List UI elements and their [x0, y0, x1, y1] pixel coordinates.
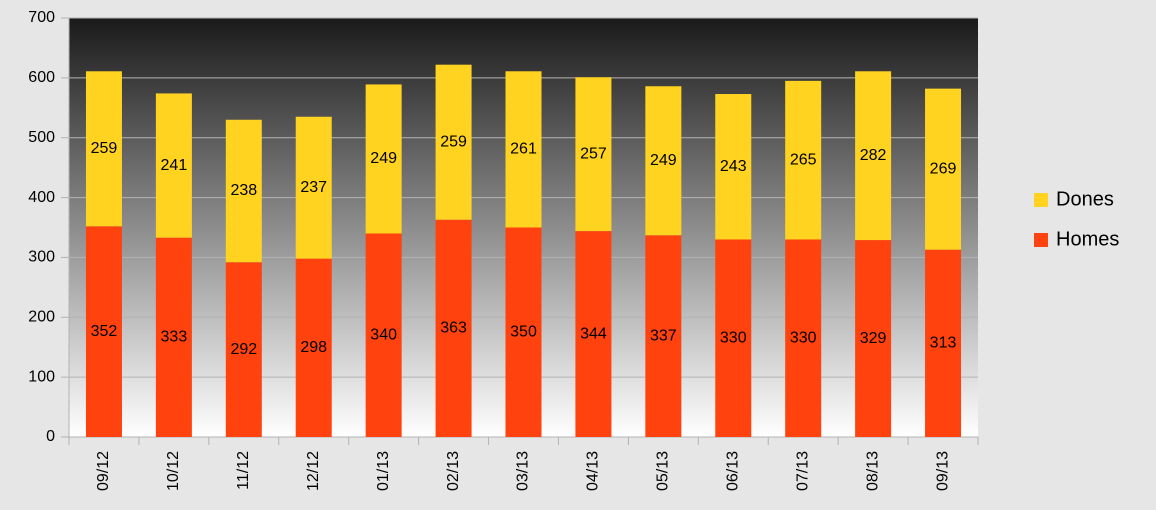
data-label: 241	[161, 157, 188, 174]
data-label: 337	[650, 327, 677, 344]
bar-segment	[295, 258, 332, 437]
bar-segment	[715, 239, 752, 437]
bar-segment	[785, 80, 822, 240]
data-label: 269	[930, 160, 957, 177]
data-label: 243	[720, 158, 747, 175]
data-label: 330	[790, 329, 817, 346]
bar-segment	[505, 71, 542, 228]
x-tick-label: 11/12	[235, 451, 252, 490]
data-label: 261	[510, 141, 537, 158]
bar-segment	[785, 239, 822, 437]
x-tick-label: 03/13	[515, 451, 532, 491]
data-label: 333	[161, 329, 188, 346]
y-tick-label: 100	[28, 368, 55, 385]
data-label: 344	[580, 325, 607, 342]
bar-segment	[225, 262, 262, 437]
x-tick-label: 09/12	[95, 451, 112, 491]
bar-segment	[645, 86, 682, 236]
data-label: 330	[720, 329, 747, 346]
y-tick-label: 0	[46, 428, 55, 445]
data-label: 259	[440, 133, 467, 150]
y-tick-label: 300	[28, 249, 55, 266]
y-tick-label: 700	[28, 9, 55, 26]
data-label: 313	[930, 335, 957, 352]
x-tick-label: 10/12	[165, 451, 182, 491]
x-tick-label: 08/13	[864, 451, 881, 491]
data-label: 257	[580, 145, 607, 162]
x-tick-label: 02/13	[445, 451, 462, 491]
x-tick-label: 06/13	[724, 451, 741, 491]
data-label: 249	[370, 150, 397, 167]
bar-segment	[855, 71, 892, 241]
legend-label: Dones	[1056, 188, 1114, 210]
data-label: 340	[370, 326, 397, 343]
bar-segment	[855, 240, 892, 437]
bar-segment	[575, 231, 612, 437]
bar-segment	[155, 237, 192, 437]
bar-segment	[85, 71, 122, 227]
x-tick-label: 09/13	[934, 451, 951, 491]
bar-segment	[575, 77, 612, 232]
legend-swatch	[1034, 233, 1048, 247]
bar-segment	[155, 93, 192, 238]
data-label: 329	[860, 330, 887, 347]
bar-segment	[225, 119, 262, 263]
bar-segment	[365, 233, 402, 437]
bar-segment	[645, 235, 682, 437]
y-tick-label: 600	[28, 69, 55, 86]
x-tick-label: 05/13	[655, 451, 672, 491]
x-tick-label: 12/12	[305, 451, 322, 491]
data-label: 237	[300, 179, 327, 196]
x-tick-label: 01/13	[375, 451, 392, 491]
bar-segment	[435, 219, 472, 437]
data-label: 249	[650, 152, 677, 169]
data-label: 298	[300, 339, 327, 356]
legend-swatch	[1034, 193, 1048, 207]
bar-segment	[505, 227, 542, 437]
bar-segment	[925, 88, 962, 250]
y-tick-label: 200	[28, 309, 55, 326]
data-label: 363	[440, 320, 467, 337]
bar-segment	[85, 226, 122, 437]
data-label: 350	[510, 323, 537, 340]
bar-segment	[715, 94, 752, 240]
bar-segment	[295, 116, 332, 259]
bar-segment	[435, 64, 472, 220]
x-tick-label: 04/13	[585, 451, 602, 491]
y-tick-label: 500	[28, 129, 55, 146]
bar-segment	[925, 249, 962, 437]
data-label: 352	[91, 323, 118, 340]
data-label: 282	[860, 147, 887, 164]
data-label: 238	[230, 182, 257, 199]
data-label: 259	[91, 140, 118, 157]
legend-label: Homes	[1056, 228, 1119, 250]
data-label: 265	[790, 151, 817, 168]
y-tick-label: 400	[28, 189, 55, 206]
x-tick-label: 07/13	[794, 451, 811, 491]
data-label: 292	[230, 341, 257, 358]
bar-segment	[365, 84, 402, 234]
